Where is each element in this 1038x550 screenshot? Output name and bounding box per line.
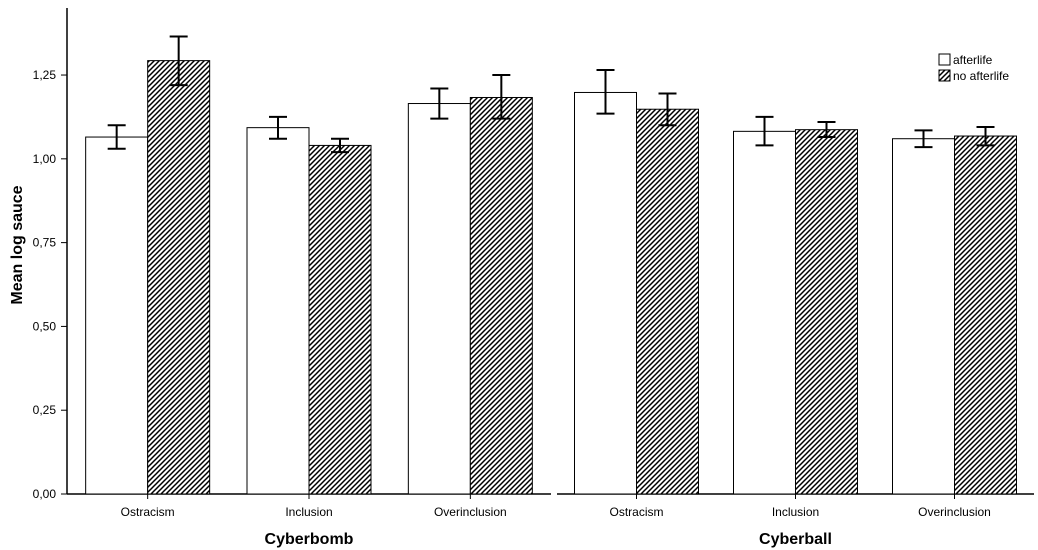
bar-no-afterlife <box>954 135 1017 495</box>
y-tick-label: 0,25 <box>33 403 57 417</box>
bar-no-afterlife <box>308 144 372 495</box>
y-tick-label: 0,50 <box>33 319 57 333</box>
legend-swatch <box>938 69 951 82</box>
bar-no-afterlife <box>636 108 699 495</box>
x-tick-label: Inclusion <box>772 505 819 519</box>
bar-afterlife <box>733 130 796 495</box>
bar-afterlife <box>85 136 149 495</box>
bar-afterlife <box>574 91 637 495</box>
bar-no-afterlife <box>469 96 533 495</box>
plot-area: 0,00 0,25 0,50 0,75 1,00 1,25 Ostracism Inclusi… <box>33 8 1034 548</box>
y-tick-label: 0,00 <box>33 487 57 501</box>
bar-afterlife <box>892 138 955 495</box>
x-tick-label: Overinclusion <box>918 505 991 519</box>
legend-label: no afterlife <box>953 69 1009 83</box>
panel-label: Cyberball <box>759 531 832 548</box>
y-tick-label: 1,00 <box>33 152 57 166</box>
bar-no-afterlife <box>795 129 858 495</box>
legend-swatch <box>938 53 951 66</box>
bar-afterlife <box>407 103 471 495</box>
legend: afterlife no afterlife <box>938 53 1009 83</box>
bar-afterlife <box>246 127 310 495</box>
panel-label: Cyberbomb <box>265 531 354 548</box>
x-tick-label: Inclusion <box>285 505 332 519</box>
bar-no-afterlife <box>147 60 211 495</box>
y-tick-label: 0,75 <box>33 236 57 250</box>
x-tick-label: Overinclusion <box>434 505 507 519</box>
legend-label: afterlife <box>953 53 993 67</box>
y-tick-label: 1,25 <box>33 68 57 82</box>
x-tick-label: Ostracism <box>121 505 175 519</box>
x-tick-label: Ostracism <box>610 505 664 519</box>
y-axis-label: Mean log sauce <box>9 185 26 304</box>
